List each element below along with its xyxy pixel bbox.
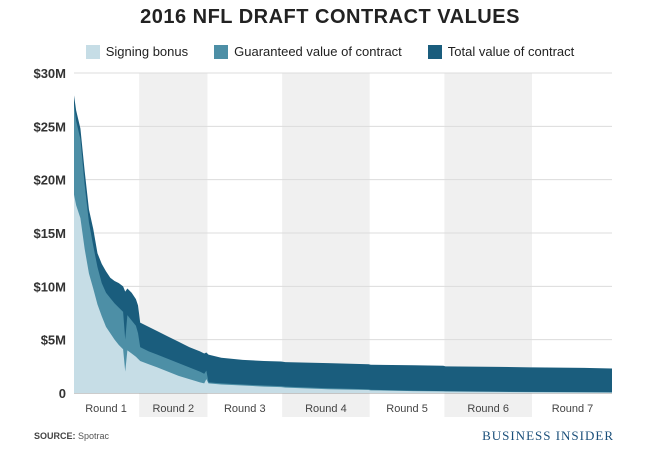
legend-swatch-signing-bonus: [85, 44, 100, 59]
legend-label-total: Total value of contract: [447, 44, 575, 59]
chart-legend: Signing bonus Guaranteed value of contra…: [0, 44, 660, 59]
y-tick-label: $20M: [33, 173, 66, 188]
legend-item-guaranteed: Guaranteed value of contract: [214, 44, 402, 59]
source-label: SOURCE:: [34, 431, 76, 441]
brand-logo: BUSINESS INSIDER: [482, 428, 614, 443]
source-note: SOURCE: Spotrac: [34, 431, 109, 441]
x-tick-label: Round 5: [386, 403, 428, 415]
legend-item-total: Total value of contract: [427, 44, 575, 59]
x-tick-label: Round 3: [224, 403, 266, 415]
x-tick-label: Round 2: [152, 403, 194, 415]
y-tick-label: 0: [59, 386, 66, 401]
x-tick-label: Round 1: [85, 403, 127, 415]
series-area-signing-bonus: [74, 194, 612, 393]
legend-label-guaranteed: Guaranteed value of contract: [234, 44, 402, 59]
legend-label-signing-bonus: Signing bonus: [105, 44, 189, 59]
chart-title: 2016 NFL DRAFT CONTRACT VALUES: [140, 6, 520, 28]
legend-item-signing-bonus: Signing bonus: [85, 44, 189, 59]
y-tick-label: $10M: [33, 279, 66, 294]
round-band: [444, 73, 532, 417]
x-tick-label: Round 6: [467, 403, 509, 415]
legend-swatch-guaranteed: [214, 44, 229, 59]
source-value: Spotrac: [78, 431, 110, 441]
x-tick-label: Round 7: [552, 403, 594, 415]
y-tick-label: $25M: [33, 119, 66, 134]
round-band: [282, 73, 370, 417]
y-tick-label: $15M: [33, 226, 66, 241]
y-tick-label: $30M: [33, 66, 66, 81]
y-tick-label: $5M: [41, 333, 66, 348]
legend-swatch-total: [427, 44, 442, 59]
x-tick-label: Round 4: [305, 403, 347, 415]
